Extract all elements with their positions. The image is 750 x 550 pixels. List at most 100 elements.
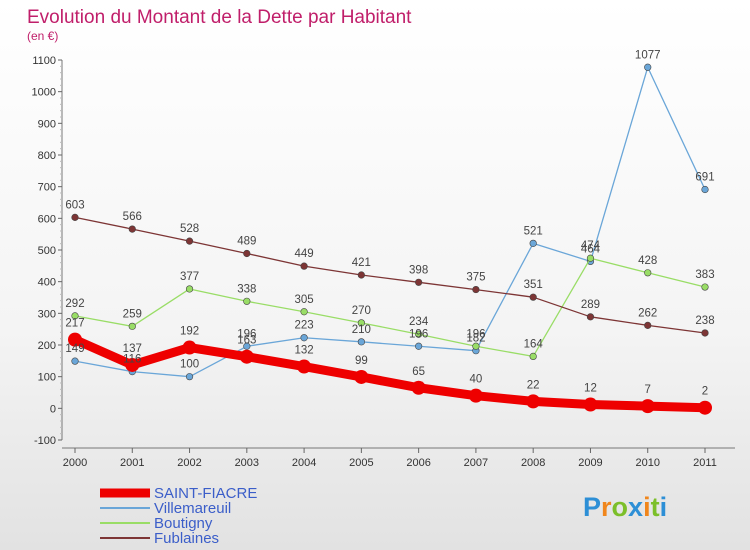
data-label-fublaines: 238	[695, 315, 714, 327]
logo-letter: x	[628, 492, 643, 522]
y-tick-label: 200	[38, 340, 56, 352]
point-saint-fiacre	[411, 380, 426, 395]
point-villemareuil	[71, 357, 79, 365]
point-saint-fiacre	[526, 394, 541, 409]
series-line-fublaines	[74, 216, 706, 334]
y-tick-label: 800	[38, 150, 56, 162]
data-label-saint-fiacre: 12	[584, 383, 597, 395]
data-label-villemareuil: 521	[524, 225, 543, 237]
point-saint-fiacre	[640, 399, 655, 414]
data-label-villemareuil: 223	[294, 320, 313, 332]
point-fublaines	[586, 313, 595, 321]
logo-text: Proxiti	[583, 492, 667, 522]
data-label-villemareuil: 182	[466, 333, 485, 345]
y-tick-label: 600	[38, 213, 56, 225]
point-boutigny	[357, 319, 365, 327]
data-label-fublaines: 398	[409, 264, 428, 276]
data-label-saint-fiacre: 65	[412, 366, 425, 378]
data-label-saint-fiacre: 40	[470, 374, 483, 386]
chart-title: Evolution du Montant de la Dette par Hab…	[27, 7, 412, 28]
data-label-villemareuil: 116	[123, 354, 141, 366]
legend: SAINT-FIACREVillemareuilBoutignyFublaine…	[100, 485, 257, 547]
x-tick-label: 2001	[120, 457, 144, 469]
data-label-saint-fiacre: 132	[294, 345, 313, 357]
y-tick-label: 100	[38, 372, 56, 384]
axes: -100 0 100 200 300 400 500 600 700 800 900 1000 1100…	[32, 55, 735, 469]
point-fublaines	[185, 237, 194, 245]
legend-label-boutigny: Boutigny	[154, 515, 213, 532]
data-label-villemareuil: 1077	[635, 49, 661, 61]
x-tick-label: 2007	[464, 457, 488, 469]
data-label-fublaines: 421	[352, 257, 371, 269]
series-lines	[68, 63, 712, 415]
point-saint-fiacre	[125, 357, 140, 372]
y-tick-label: 300	[38, 308, 56, 320]
point-fublaines	[71, 213, 79, 221]
data-label-villemareuil: 196	[409, 328, 428, 340]
point-boutigny	[472, 342, 480, 350]
legend-label-saint-fiacre: SAINT-FIACRE	[154, 485, 257, 502]
point-fublaines	[472, 285, 480, 294]
data-label-saint-fiacre: 2	[702, 386, 708, 398]
x-tick-label: 2006	[406, 457, 430, 469]
y-tick-label: 400	[38, 277, 56, 289]
data-label-villemareuil: 691	[695, 172, 714, 184]
data-label-saint-fiacre: 192	[180, 326, 199, 338]
data-label-saint-fiacre: 137	[123, 343, 142, 355]
point-boutigny	[185, 285, 194, 293]
point-saint-fiacre	[583, 397, 598, 412]
logo-letter: r	[601, 492, 612, 522]
point-villemareuil	[415, 342, 423, 350]
data-label-boutigny: 305	[294, 294, 313, 306]
x-tick-label: 2009	[578, 457, 602, 469]
data-label-fublaines: 289	[581, 299, 600, 311]
data-label-boutigny: 259	[123, 308, 142, 320]
point-fublaines	[529, 293, 537, 301]
point-saint-fiacre	[68, 332, 82, 347]
point-boutigny	[71, 312, 79, 320]
y-tick-label: 500	[38, 245, 56, 257]
point-boutigny	[701, 283, 709, 291]
point-fublaines	[357, 271, 365, 279]
logo-letter: i	[643, 492, 651, 522]
series-line-boutigny	[74, 257, 706, 358]
legend-label-fublaines: Fublaines	[154, 530, 219, 547]
data-label-saint-fiacre: 217	[65, 318, 84, 330]
data-label-boutigny: 338	[237, 283, 256, 295]
logo-letter: t	[651, 492, 660, 522]
x-tick-label: 2000	[63, 457, 87, 469]
x-tick-label: 2011	[693, 457, 717, 469]
logo-letter: i	[660, 492, 668, 522]
y-tick-label: 900	[38, 118, 56, 130]
point-boutigny	[586, 254, 595, 262]
point-fublaines	[701, 329, 709, 337]
point-villemareuil	[185, 373, 194, 381]
data-label-villemareuil: 464	[581, 243, 601, 255]
data-label-saint-fiacre: 22	[527, 379, 540, 391]
point-fublaines	[644, 321, 652, 329]
x-tick-label: 2002	[177, 457, 201, 469]
data-label-villemareuil: 196	[237, 328, 256, 340]
point-villemareuil	[357, 338, 365, 346]
data-label-fublaines: 566	[123, 211, 142, 223]
point-boutigny	[415, 330, 423, 338]
point-fublaines	[243, 249, 251, 258]
data-label-boutigny: 234	[409, 316, 429, 328]
data-label-boutigny: 196	[466, 328, 485, 340]
x-tick-label: 2010	[635, 457, 659, 469]
y-tick-label: 1100	[32, 55, 56, 67]
point-boutigny	[243, 297, 251, 305]
data-label-villemareuil: 210	[352, 324, 371, 336]
data-label-fublaines: 528	[180, 223, 199, 235]
data-label-saint-fiacre: 99	[355, 355, 368, 367]
data-label-boutigny: 270	[352, 305, 371, 317]
y-tick-label: 1000	[32, 87, 56, 99]
point-saint-fiacre	[354, 369, 369, 384]
series-line-villemareuil	[74, 66, 706, 378]
data-label-saint-fiacre: 7	[645, 384, 651, 396]
point-saint-fiacre	[698, 400, 712, 415]
data-label-boutigny: 292	[65, 298, 84, 310]
chart-subtitle: (en €)	[27, 29, 58, 43]
data-label-boutigny: 377	[180, 271, 199, 283]
